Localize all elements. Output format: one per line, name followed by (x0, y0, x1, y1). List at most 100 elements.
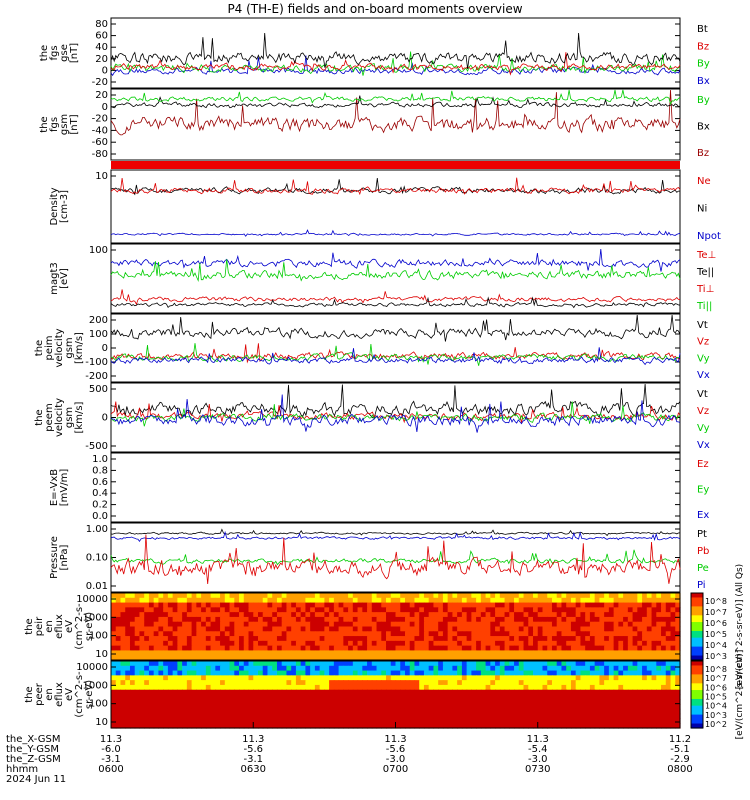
peir_spectrogram-colorbar: 10^810^710^610^510^410^3 [eV/(cm^2-s-sr-e… (690, 564, 745, 689)
pressure-trace-3 (110, 534, 681, 585)
svg-text:0: 0 (102, 65, 108, 76)
svg-text:[nT]: [nT] (69, 114, 80, 134)
svg-text:the: the (34, 340, 45, 356)
svg-text:[km/s]: [km/s] (74, 401, 85, 433)
temperature-trace-1 (110, 259, 681, 283)
temperature-legend: Te⊥ Te|| Ti⊥ Ti|| (696, 250, 716, 312)
density-yticks: 10 (95, 171, 680, 182)
temperature-trace-2 (110, 289, 681, 306)
svg-text:10000: 10000 (76, 662, 108, 673)
pressure-trace-0 (110, 528, 681, 537)
svg-text:10^4: 10^4 (705, 702, 727, 711)
x-axis-value: -3.1 (101, 754, 121, 765)
svg-text:[mV/m]: [mV/m] (59, 469, 70, 507)
svg-text:0.0: 0.0 (92, 511, 108, 522)
peim_velocity-trace-1 (110, 343, 681, 364)
svg-text:Vt: Vt (697, 389, 708, 400)
svg-text:eflux: eflux (54, 682, 65, 707)
efield-frame (110, 452, 681, 523)
x-axis-value: -5.6 (386, 744, 406, 755)
svg-text:Bx: Bx (697, 122, 710, 133)
x-axis: the_X-GSM 11.3 11.3 11.3 11.3 11.2 the_Y-GSM -6… (6, 722, 693, 785)
svg-text:-500: -500 (85, 441, 108, 452)
x-axis-value: 11.2 (669, 734, 691, 745)
svg-text:By: By (697, 59, 710, 70)
svg-text:-100: -100 (85, 357, 108, 368)
fgs_gsm-yticks: 200-20-40-60-80 (92, 90, 680, 160)
x-axis-value: -6.0 (101, 744, 121, 755)
pressure-trace-1 (110, 530, 681, 543)
svg-text:20: 20 (95, 54, 108, 65)
svg-text:1000: 1000 (83, 612, 108, 623)
page-title: P4 (TH-E) fields and on-board moments ov… (227, 2, 523, 16)
peem_velocity-ylabel: the peem velocity gsm [km/s] (34, 398, 85, 437)
svg-text:10^6: 10^6 (705, 683, 727, 692)
efield-legend: Ez Ey Ex (697, 459, 709, 521)
pressure-yticks: 1.00 0.10 0.01 (86, 524, 680, 592)
svg-text:(cm^2-s-: (cm^2-s- (74, 603, 85, 650)
svg-text:eflux: eflux (54, 614, 65, 639)
density-legend: Ne Ni Npot (697, 176, 721, 242)
svg-text:[nPa]: [nPa] (59, 544, 70, 570)
svg-text:gsm: gsm (64, 337, 75, 358)
svg-text:E=-VxB: E=-VxB (49, 469, 60, 506)
svg-text:-20: -20 (92, 77, 108, 88)
fgs_gse-Bt-line (110, 32, 681, 70)
svg-text:Vy: Vy (697, 353, 710, 364)
svg-text:10^3: 10^3 (705, 711, 727, 720)
x-axis-value: 0730 (525, 764, 550, 775)
x-axis-value: 11.3 (242, 734, 264, 745)
peim_velocity-frame (110, 313, 681, 383)
svg-text:0: 0 (102, 102, 108, 113)
x-axis-value: 11.3 (384, 734, 406, 745)
peir_spectrogram-image (111, 593, 681, 661)
peir_spectrogram-colorbar-label: [eV/(cm^2-s-sr-eV)] (All Qs) (735, 564, 745, 689)
svg-text:Vt: Vt (697, 320, 708, 331)
peir_spectrogram-frame (110, 592, 681, 661)
x-axis-date: 2024 Jun 11 (6, 774, 66, 785)
x-axis-row-label: the_Y-GSM (6, 744, 59, 755)
svg-text:the: the (39, 116, 50, 132)
svg-text:peir: peir (34, 616, 45, 636)
svg-text:10^5: 10^5 (705, 630, 727, 639)
svg-text:sr-eV): sr-eV) (84, 612, 95, 641)
svg-text:100: 100 (89, 329, 108, 340)
svg-text:peer: peer (34, 682, 45, 706)
x-axis-value: -2.9 (670, 754, 690, 765)
svg-text:20: 20 (95, 90, 108, 101)
efield-ylabel: E=-VxB [mV/m] (49, 469, 70, 507)
fgs_gse-legend: Bt Bz By Bx (697, 24, 710, 87)
density-trace-2 (110, 229, 681, 237)
svg-text:Pe: Pe (697, 563, 709, 574)
fgs_gsm-Bx-line (110, 95, 681, 109)
svg-text:velocity: velocity (54, 328, 65, 367)
svg-text:100: 100 (89, 631, 108, 642)
density-frame (110, 169, 681, 244)
svg-text:gsm: gsm (59, 114, 70, 135)
fgs_gsm-ylabel: the fgs gsm [nT] (39, 114, 80, 135)
fgs_gsm-frame (110, 88, 681, 161)
fgs_gsm-legend: By Bx Bz (697, 95, 710, 159)
x-axis-value: 0600 (98, 764, 123, 775)
efield-yticks: 1.00.80.60.40.20.0 (92, 454, 680, 522)
svg-text:0.4: 0.4 (92, 488, 108, 499)
separator-bar (111, 161, 680, 169)
x-axis-value: 0700 (383, 764, 408, 775)
svg-text:-20: -20 (92, 114, 108, 125)
svg-text:peem: peem (44, 403, 55, 431)
svg-text:Vz: Vz (697, 337, 709, 348)
fgs_gse-ylabel: the fgs gse [nT] (39, 43, 80, 63)
svg-text:Pi: Pi (697, 580, 706, 591)
svg-text:0.10: 0.10 (86, 553, 108, 564)
peim_velocity-legend: Vt Vz Vy Vx (697, 320, 710, 381)
x-axis-value: -5.6 (243, 744, 263, 755)
peer_spectrogram-image (111, 661, 681, 729)
fgs_gsm-Bz-line (110, 89, 681, 136)
svg-text:the: the (24, 618, 35, 634)
svg-text:magt3: magt3 (49, 262, 60, 295)
svg-text:the: the (39, 45, 50, 61)
svg-text:10^7: 10^7 (705, 674, 727, 683)
svg-text:Pb: Pb (697, 546, 709, 557)
svg-text:-40: -40 (92, 125, 108, 136)
x-axis-value: 0630 (241, 764, 266, 775)
